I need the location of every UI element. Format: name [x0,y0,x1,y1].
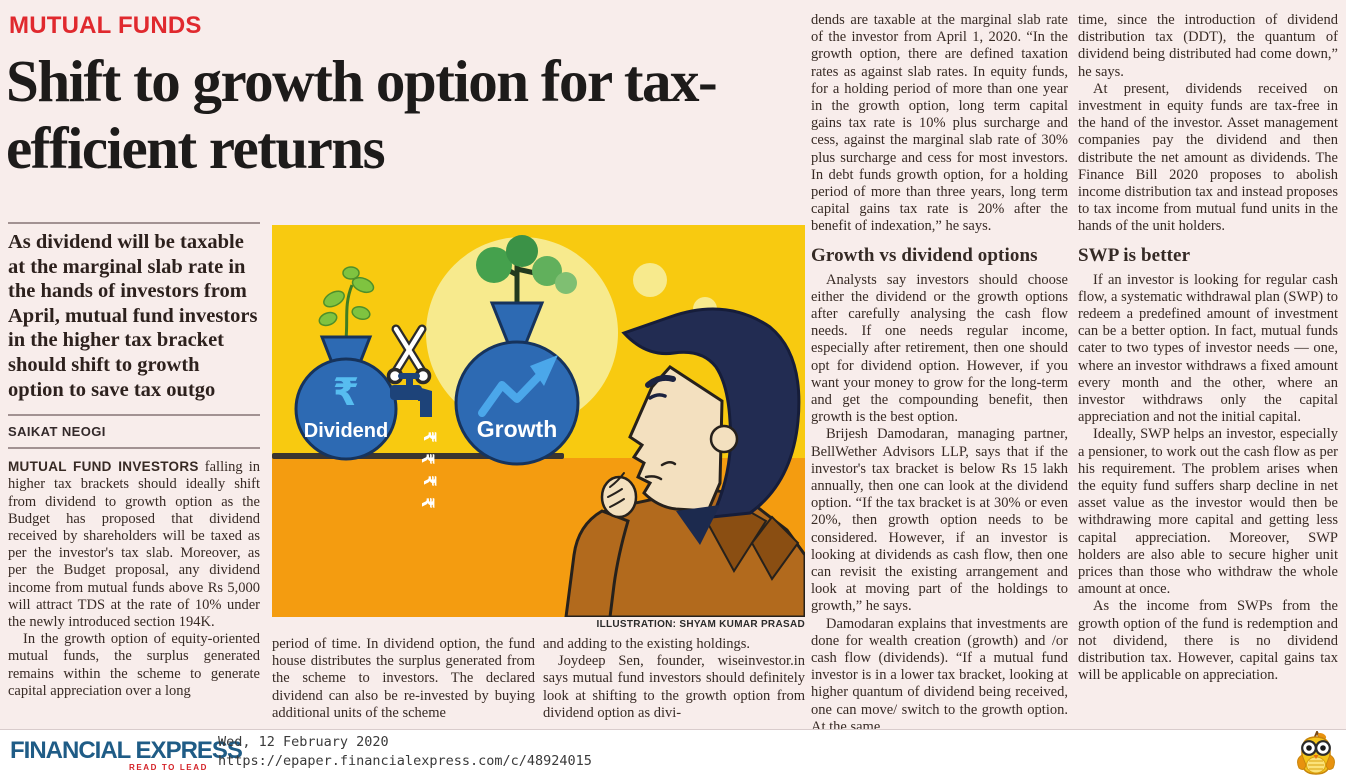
paragraph: In the growth option of equity-oriented … [8,631,260,699]
rule-below-byline [8,447,260,450]
rupee-drop: ₹ [417,497,437,509]
headline: Shift to growth option for tax-efficient… [6,48,718,182]
standfirst: As dividend will be taxable at the margi… [8,231,258,401]
rupee-drop: ₹ [419,431,439,443]
paragraph: If an investor is looking for regular ca… [1078,271,1338,426]
paragraph: Brijesh Damodaran, managing partner, Bel… [811,426,1068,615]
illustration-caption: ILLUSTRATION: SHYAM KUMAR PRASAD [596,619,805,630]
body-text-col4: dends are taxable at the marginal slab r… [811,12,1068,736]
brand-tagline: READ TO LEAD [128,763,208,772]
paragraph: Analysts say investors should choose eit… [811,271,1068,426]
body-text-col2: period of time. In dividend option, the … [272,636,535,722]
paragraph: Joydeep Sen, founder, wiseinvestor.in sa… [543,653,805,721]
brand-logo: FINANCIAL EXPRESS [10,737,243,764]
paragraph-text: falling in higher tax brackets should id… [8,459,260,630]
body-text-col1: MUTUAL FUND INVESTORS falling in higher … [8,458,260,700]
paragraph: period of time. In dividend option, the … [272,636,535,721]
money-bag-growth-icon: Growth [454,235,580,466]
publication-date: Wed, 12 February 2020 [218,734,389,750]
section-kicker: MUTUAL FUNDS [9,12,202,39]
thinking-man [564,307,805,617]
paragraph: and adding to the existing holdings. [543,636,751,652]
epaper-url-link[interactable]: https://epaper.financialexpress.com/c/48… [218,753,592,769]
paragraph: Ideally, SWP helps an investor, especial… [1078,426,1338,598]
subhead-swp-is-better: SWP is better [1078,244,1191,266]
subhead-growth-vs-dividend: Growth vs dividend options [811,244,1038,266]
footer-bar: FINANCIAL EXPRESS READ TO LEAD Wed, 12 F… [0,729,1346,775]
dividend-label: Dividend [304,420,388,442]
paragraph: time, since the introduction of dividend… [1078,12,1338,80]
paragraph: Damodaran explains that investments are … [811,615,1068,735]
tap-icon [390,373,432,417]
rupee-drops: ₹ ₹ ₹ ₹ [417,431,439,509]
sun-dot [633,263,667,297]
footer-meta: Wed, 12 February 2020 https://epaper.fin… [218,733,592,771]
paragraph: dends are taxable at the marginal slab r… [811,12,1068,235]
rupee-symbol: ₹ [333,370,359,414]
paragraph: At present, dividends received on invest… [1078,80,1338,235]
rule-top [8,222,260,224]
paragraph: MUTUAL FUND INVESTORS falling in higher … [8,458,260,631]
paragraph: As the income from SWPs from the growth … [1078,598,1338,684]
body-text-col5: time, since the introduction of dividend… [1078,12,1338,684]
illustration: ₹ Dividend ₹ ₹ ₹ [272,225,805,617]
column-standfirst-and-body: As dividend will be taxable at the margi… [8,222,260,700]
illustration-graphic: ₹ Dividend ₹ ₹ ₹ [272,225,805,617]
growth-label: Growth [477,416,558,442]
money-bag-dividend-icon: ₹ Dividend [294,266,398,461]
rupee-drop: ₹ [417,453,437,465]
owl-mascot-icon [1297,731,1335,775]
rule-above-byline [8,414,260,417]
sapling-icon [318,266,375,340]
body-text-col3: and adding to the existing holdings. Joy… [543,636,805,722]
growth-arrow-icon [478,355,558,417]
rupee-drop: ₹ [419,475,439,487]
tree-icon [476,235,577,307]
lead-in: MUTUAL FUND INVESTORS [8,459,199,475]
byline: SAIKAT NEOGI [8,424,106,440]
